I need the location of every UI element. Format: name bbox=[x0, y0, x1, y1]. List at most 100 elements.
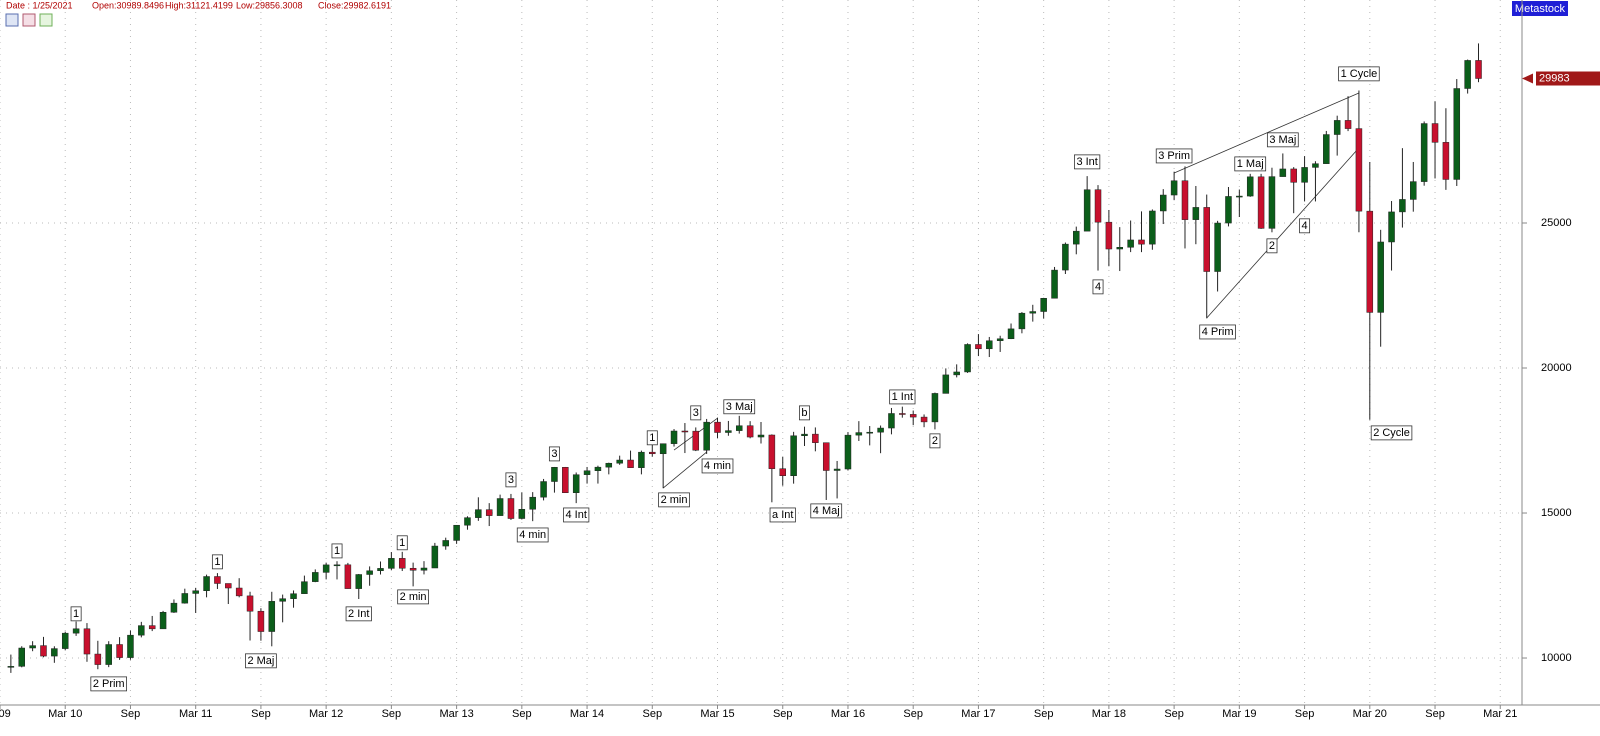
candle-body bbox=[268, 601, 276, 632]
candle-body bbox=[812, 433, 819, 443]
wave-label-box bbox=[70, 606, 82, 622]
badge-bg bbox=[1512, 1, 1568, 16]
wave-label-box bbox=[723, 399, 756, 415]
wave-label-box bbox=[646, 430, 658, 446]
wave-label-text: 4 bbox=[1302, 220, 1308, 232]
candle bbox=[540, 478, 547, 501]
candle bbox=[181, 588, 189, 604]
wave-label: 4 min bbox=[516, 527, 549, 543]
candle bbox=[605, 462, 613, 475]
x-tick-label: Sep bbox=[1034, 708, 1054, 720]
wave-label-text: 3 bbox=[508, 474, 514, 486]
candle bbox=[203, 574, 210, 598]
candle-body bbox=[1366, 210, 1374, 313]
candle bbox=[1029, 304, 1037, 322]
candle-body bbox=[29, 645, 36, 649]
icon[interactable] bbox=[39, 13, 53, 27]
candle-body bbox=[909, 414, 917, 418]
candle-body bbox=[920, 416, 928, 423]
candle-body bbox=[1323, 134, 1330, 164]
candle bbox=[572, 472, 580, 504]
x-tick-label: Sep bbox=[251, 708, 271, 720]
candle bbox=[1116, 227, 1124, 272]
wave-label-box bbox=[397, 589, 429, 605]
candle bbox=[594, 465, 602, 484]
candle bbox=[1453, 79, 1461, 186]
candle-body bbox=[344, 564, 352, 589]
candle-body bbox=[116, 644, 123, 658]
candle bbox=[322, 562, 330, 580]
candle-body bbox=[1246, 176, 1254, 197]
candle bbox=[736, 415, 743, 434]
candle bbox=[1290, 167, 1297, 214]
trendline bbox=[1206, 147, 1360, 319]
wave-label-box bbox=[799, 405, 810, 421]
candle-body bbox=[225, 583, 232, 589]
wave-label: 4 min bbox=[701, 458, 734, 474]
icon[interactable] bbox=[5, 13, 19, 27]
candle bbox=[746, 421, 754, 439]
toolbar-icons bbox=[5, 13, 53, 27]
icon[interactable] bbox=[22, 13, 36, 27]
candle bbox=[105, 641, 112, 668]
candle-body bbox=[431, 545, 439, 569]
wave-label-text: 4 Maj bbox=[813, 505, 840, 517]
candle-body bbox=[192, 590, 199, 594]
candle-body bbox=[235, 587, 243, 597]
x-tick-label: Mar 13 bbox=[439, 708, 473, 720]
candle bbox=[583, 466, 591, 484]
x-tick-label: Mar 20 bbox=[1353, 708, 1387, 720]
candle-body bbox=[986, 340, 993, 350]
candle-body bbox=[1399, 199, 1406, 213]
candle bbox=[1105, 209, 1113, 267]
candle bbox=[1170, 171, 1178, 201]
candle bbox=[670, 429, 678, 447]
y-tick-label: 20000 bbox=[1541, 362, 1572, 374]
candle bbox=[116, 637, 123, 660]
candle bbox=[1377, 229, 1384, 347]
wave-label: 3 bbox=[548, 446, 560, 462]
candle bbox=[496, 494, 504, 516]
wave-label-text: b bbox=[801, 407, 807, 419]
candle-body bbox=[181, 593, 189, 604]
candle bbox=[1007, 323, 1015, 340]
wave-label: 2 min bbox=[658, 492, 690, 508]
candle-body bbox=[1149, 210, 1156, 245]
candle-body bbox=[562, 467, 569, 493]
candle-body bbox=[746, 425, 754, 438]
candle-body bbox=[975, 344, 982, 350]
x-tick-label: Sep bbox=[1164, 708, 1184, 720]
wave-label-text: a Int bbox=[772, 509, 793, 521]
wave-label-text: 1 bbox=[649, 432, 655, 444]
wave-label-box bbox=[396, 535, 408, 551]
y-tick-label: 25000 bbox=[1541, 217, 1572, 229]
candle bbox=[1083, 176, 1091, 232]
x-tick-label: Mar 19 bbox=[1222, 708, 1256, 720]
candle bbox=[616, 455, 623, 465]
candle-body bbox=[1475, 60, 1482, 79]
x-tick-label: Sep bbox=[1425, 708, 1445, 720]
wave-label-box bbox=[548, 446, 560, 462]
candle bbox=[1236, 189, 1243, 217]
wave-label-box bbox=[345, 606, 372, 622]
candle-body bbox=[866, 431, 873, 434]
candle bbox=[844, 432, 852, 471]
candle-body bbox=[1464, 60, 1471, 89]
candle bbox=[1138, 211, 1145, 253]
wave-label-box bbox=[1299, 218, 1311, 234]
candle-body bbox=[529, 496, 536, 510]
wave-label-text: 4 bbox=[1095, 281, 1101, 293]
wave-label: b bbox=[799, 405, 810, 421]
candle-body bbox=[366, 570, 373, 575]
candle bbox=[344, 562, 352, 589]
trendline bbox=[1173, 92, 1360, 174]
candle-body bbox=[1453, 88, 1461, 180]
candle bbox=[138, 621, 145, 638]
candle bbox=[464, 516, 471, 530]
candle bbox=[355, 573, 363, 600]
wave-label-box bbox=[1370, 425, 1413, 441]
candle-body bbox=[1420, 123, 1428, 182]
candle bbox=[148, 615, 156, 632]
candle-body bbox=[953, 371, 960, 376]
candle bbox=[1268, 167, 1276, 233]
